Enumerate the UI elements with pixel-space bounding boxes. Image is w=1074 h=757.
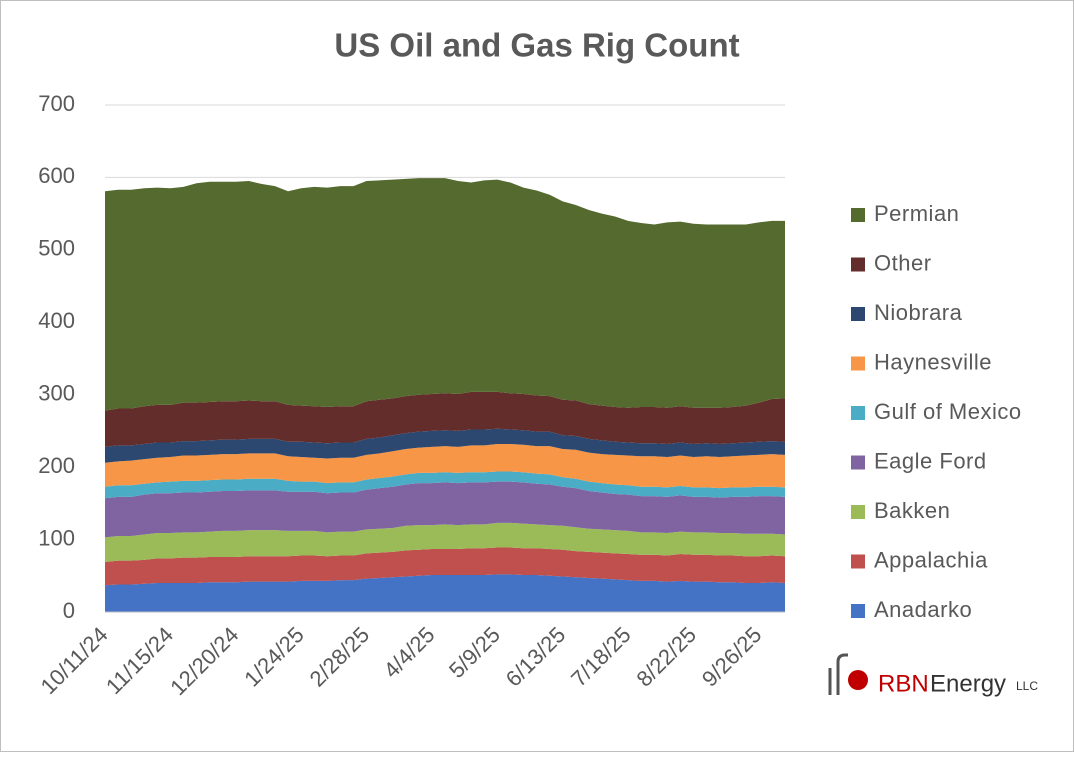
legend-label: Other [874,250,932,275]
y-tick-label: 100 [38,525,75,550]
logo-brand: RBN [878,670,929,697]
area [105,481,785,538]
legend-swatch [851,455,865,470]
y-tick-label: 700 [38,91,75,116]
legend-swatch [851,307,865,321]
logo-name: Energy [930,670,1006,697]
legend-label: Niobrara [874,300,963,325]
y-tick-label: 0 [63,598,75,623]
legend-swatch [851,257,865,272]
logo-suffix: LLC [1016,679,1038,693]
area [105,428,785,463]
area [105,443,785,489]
legend-label: Appalachia [874,547,988,572]
area [105,178,785,411]
legend-swatch [851,208,865,222]
legend-label: Gulf of Mexico [874,399,1022,424]
area [105,574,785,612]
logo: RBN Energy LLC [828,653,1038,697]
area [105,471,785,499]
legend-label: Eagle Ford [874,448,987,473]
legend-label: Haynesville [874,349,992,374]
legend-label: Anadarko [874,597,972,622]
logo-dot [848,670,868,690]
chart-title: US Oil and Gas Rig Count [334,27,739,64]
y-tick-label: 600 [38,163,75,188]
legend-label: Permian [874,201,959,226]
legend-swatch [851,406,865,420]
legend-swatch [851,356,865,371]
y-tick-label: 200 [38,453,75,478]
legend-swatch [851,554,865,569]
area [105,522,785,563]
legend-swatch [851,505,865,519]
area [105,547,785,586]
logo-mark [836,653,848,695]
area [105,391,785,447]
y-tick-label: 300 [38,381,75,406]
y-tick-label: 400 [38,308,75,333]
legend-label: Bakken [874,498,950,523]
y-tick-label: 500 [38,236,75,261]
legend-swatch [851,604,865,618]
